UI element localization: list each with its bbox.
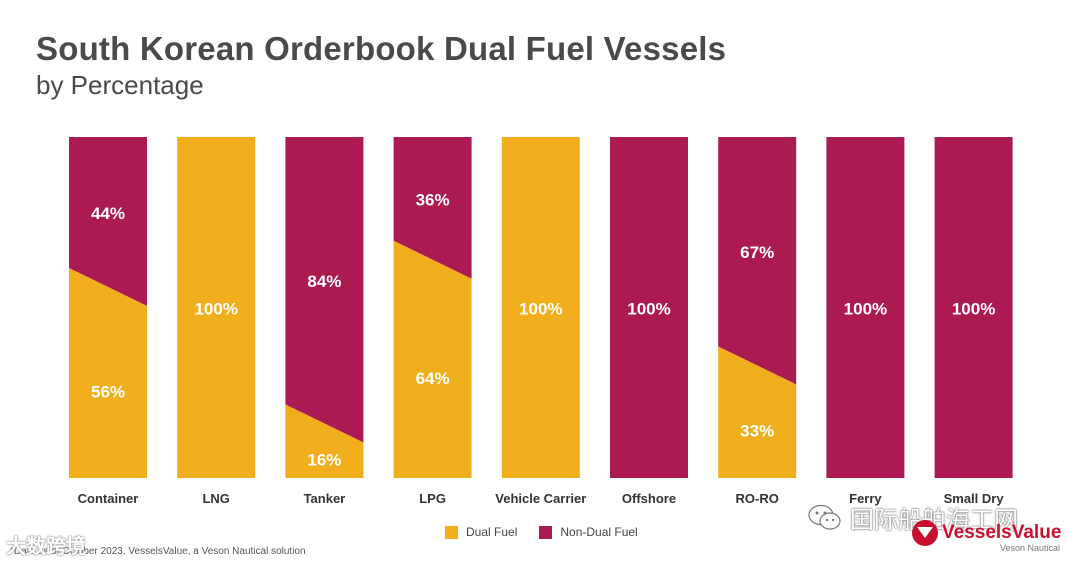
category-label-lng: LNG xyxy=(202,491,229,506)
bar-lpg-dual-fuel xyxy=(393,240,472,478)
bar-ro-ro-dual-fuel xyxy=(718,346,797,478)
bar-lng-dual-fuel xyxy=(177,137,256,478)
bar-ferry-non-dual-fuel xyxy=(826,137,905,478)
bar-tanker-dual-fuel xyxy=(285,404,364,478)
data-label-container-non-dual-fuel: 44% xyxy=(91,204,125,223)
watermark-left: 大数跨境 xyxy=(6,536,86,558)
data-label-lpg-dual-fuel: 64% xyxy=(416,369,450,388)
data-label-container-dual-fuel: 56% xyxy=(91,383,125,402)
data-label-tanker-dual-fuel: 16% xyxy=(307,451,341,470)
legend-item-non-dual-fuel: Non-Dual Fuel xyxy=(539,525,638,539)
wechat-icon xyxy=(808,504,842,532)
data-label-ro-ro-dual-fuel: 33% xyxy=(740,422,774,441)
legend-swatch-dual-fuel xyxy=(445,525,458,539)
bar-container-non-dual-fuel xyxy=(69,137,147,307)
category-label-offshore: Offshore xyxy=(622,491,676,506)
category-label-ferry: Ferry xyxy=(849,491,882,506)
category-label-container: Container xyxy=(78,491,139,506)
data-label-vehicle-carrier-dual-fuel: 100% xyxy=(519,300,562,319)
legend-item-dual-fuel: Dual Fuel xyxy=(445,525,517,539)
data-label-offshore-non-dual-fuel: 100% xyxy=(627,300,670,319)
legend-label-non-dual-fuel: Non-Dual Fuel xyxy=(560,525,638,539)
logo-text: VesselsValue xyxy=(942,522,1062,543)
data-label-small-dry-non-dual-fuel: 100% xyxy=(952,300,995,319)
category-label-small-dry: Small Dry xyxy=(944,491,1005,506)
bar-container-dual-fuel xyxy=(69,268,147,478)
bar-vehicle-carrier-dual-fuel xyxy=(501,137,580,478)
bar-tanker-non-dual-fuel xyxy=(285,137,364,443)
logo-subtext: Veson Nautical xyxy=(1000,543,1061,553)
category-label-vehicle-carrier: Vehicle Carrier xyxy=(495,491,586,506)
bar-offshore-non-dual-fuel xyxy=(610,137,688,478)
chart-subtitle: by Percentage xyxy=(36,70,204,100)
legend-swatch-non-dual-fuel xyxy=(539,525,553,539)
data-label-lpg-non-dual-fuel: 36% xyxy=(416,190,450,209)
data-label-ferry-non-dual-fuel: 100% xyxy=(844,300,887,319)
data-label-tanker-non-dual-fuel: 84% xyxy=(307,272,341,291)
category-label-tanker: Tanker xyxy=(304,491,346,506)
category-label-lpg: LPG xyxy=(419,491,446,506)
footnote: *Data as of October 2023. VesselsValue, … xyxy=(10,546,306,557)
bar-lpg-non-dual-fuel xyxy=(393,137,472,279)
legend-label-dual-fuel: Dual Fuel xyxy=(466,525,518,539)
category-label-ro-ro: RO-RO xyxy=(736,491,779,506)
vesselsvalue-logo-icon xyxy=(912,520,938,546)
chart-legend: Dual Fuel Non-Dual Fuel xyxy=(445,525,638,539)
data-label-lng-dual-fuel: 100% xyxy=(194,300,237,319)
data-label-ro-ro-non-dual-fuel: 67% xyxy=(740,243,774,262)
bar-ro-ro-non-dual-fuel xyxy=(718,137,797,385)
chart-title: South Korean Orderbook Dual Fuel Vessels xyxy=(36,30,727,67)
bar-small-dry-non-dual-fuel xyxy=(934,137,1013,478)
vesselsvalue-logo: VesselsValue xyxy=(912,520,1061,546)
